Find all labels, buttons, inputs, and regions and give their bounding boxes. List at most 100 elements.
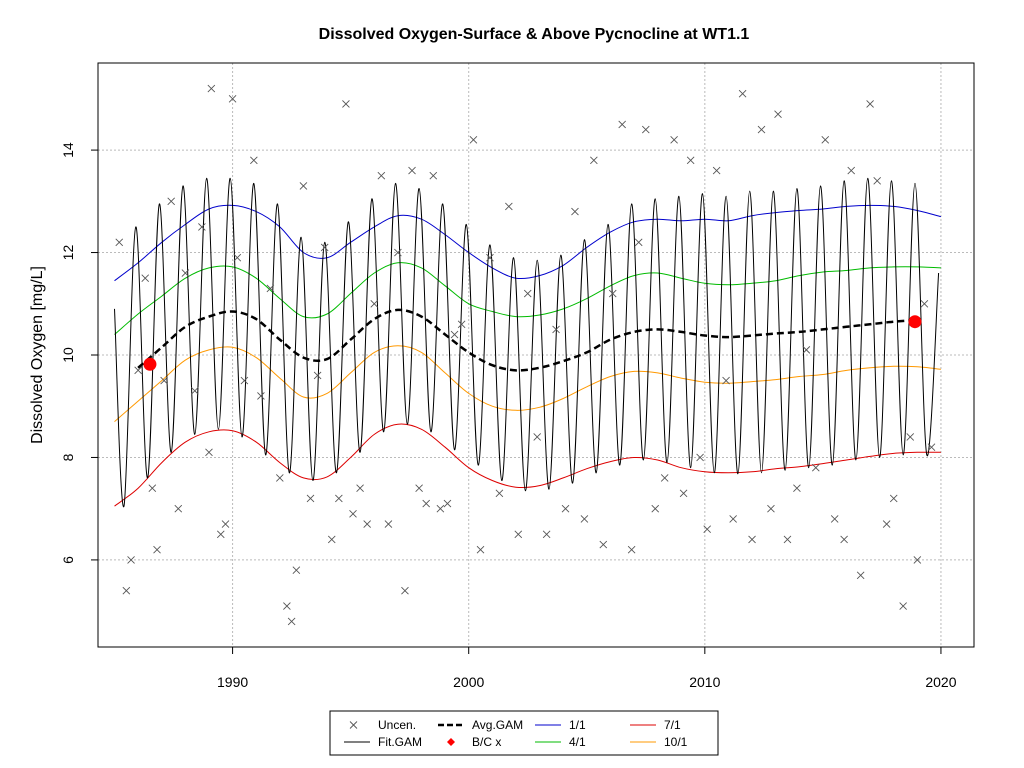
data-point-uncen [349,509,357,518]
legend-label: 7/1 [664,718,681,732]
data-point-uncen [127,556,135,564]
y-axis: 6 8 10 12 14 [60,142,98,564]
data-point-uncen [429,171,438,180]
data-point-uncen [729,515,737,523]
data-point-uncen [889,494,898,503]
legend-label: 4/1 [569,735,586,749]
series-line-7-1 [114,423,941,507]
data-point-uncen [651,504,660,513]
data-point-uncen [660,474,669,482]
legend: Uncen. Avg.GAM 1/1 7/1 Fit.GAM B/C x 4/1 10/1 [329,710,719,756]
data-point-uncen [608,289,617,298]
y-axis-label: Dissolved Oxygen [mg/L] [29,266,46,444]
data-point-uncen [811,463,820,472]
data-point-uncen [174,504,183,513]
legend-entry-7-1: 7/1 [630,718,681,732]
legend-symbol [447,738,455,746]
legend-entry-10-1: 10/1 [630,735,688,749]
series-line-fit-gam [114,177,940,508]
data-point-uncen [738,89,747,98]
legend-entry-1-1: 1/1 [535,718,586,732]
legend-entry-fit-gam: Fit.GAM [344,735,422,749]
data-point-uncen [757,125,766,134]
data-point-uncen [793,484,801,493]
legend-box [329,710,719,756]
data-point-uncen [415,484,423,493]
data-point-uncen [476,545,485,554]
legend-label: B/C x [472,735,501,749]
data-point-uncen [257,392,265,400]
data-point-uncen [377,171,386,180]
data-point-uncen [160,376,168,385]
data-point-uncen [181,269,190,277]
data-point-uncen [408,166,416,175]
data-point-uncen [767,504,775,513]
data-point-uncen [240,376,249,385]
data-point-uncen [205,448,213,457]
data-point-uncen [505,202,513,211]
legend-label: Avg.GAM [472,718,523,732]
data-point-uncen [927,443,936,452]
data-point-uncen [221,520,230,528]
data-point-uncen [320,243,329,252]
data-point-uncen [679,489,688,498]
data-point-uncen [618,120,627,129]
data-point-uncen [266,284,275,293]
y-tick-label: 6 [60,556,76,564]
data-point-uncen [774,110,782,119]
data-point-uncen [283,602,291,610]
series-line-1-1 [114,204,942,282]
data-point-uncen [641,125,650,134]
data-point-uncen [250,156,258,165]
y-tick-label: 14 [60,142,76,158]
data-point-uncen [207,84,216,93]
data-point-uncen [722,376,730,385]
data-point-uncen [580,515,589,523]
data-point-uncen [327,535,336,544]
data-point-uncen [122,586,131,595]
legend-entry-b-c-x: B/C x [447,735,501,749]
data-point-uncen [486,253,494,262]
series-line-4-1 [114,262,941,335]
data-point-uncen [384,520,393,528]
data-point-uncen [356,484,364,493]
data-point-uncen [167,197,176,206]
data-point-uncen [313,371,322,380]
data-point-uncen [292,566,301,574]
data-point-uncen [148,484,157,493]
legend-label: 1/1 [569,718,586,732]
data-point-uncen [342,100,350,108]
data-point-uncen [495,489,504,498]
data-point-uncen [370,299,379,308]
data-point-uncen [627,545,636,554]
data-point-bc [908,315,922,329]
data-point-uncen [552,325,560,334]
y-tick-label: 8 [60,453,76,461]
x-tick-label: 2000 [453,674,484,690]
data-point-uncen [873,177,882,185]
data-point-uncen [840,535,848,544]
chart-title: Dissolved Oxygen-Surface & Above Pycnocl… [319,26,750,43]
data-point-uncen [394,248,402,257]
data-point-uncen [401,586,409,595]
data-point-uncen [599,540,608,549]
data-point-uncen [299,182,308,190]
series-line-10-1 [114,345,941,422]
data-point-uncen [913,556,922,564]
y-tick-label: 10 [60,347,76,363]
legend-label: 10/1 [664,735,688,749]
data-point-uncen [514,530,523,539]
data-point-uncen [802,346,811,354]
data-point-uncen [275,474,284,482]
legend-entry-avg-gam: Avg.GAM [438,718,523,732]
data-point-uncen [821,136,830,144]
data-point-bc [143,357,157,371]
data-point-uncen [703,525,712,533]
series-line-avg-gam [137,308,918,372]
data-point-uncen [141,274,150,282]
data-point-uncen [571,207,579,216]
legend-label: Fit.GAM [378,735,422,749]
x-axis: 1990 2000 2010 2020 [217,647,957,690]
data-point-uncen [686,156,695,165]
